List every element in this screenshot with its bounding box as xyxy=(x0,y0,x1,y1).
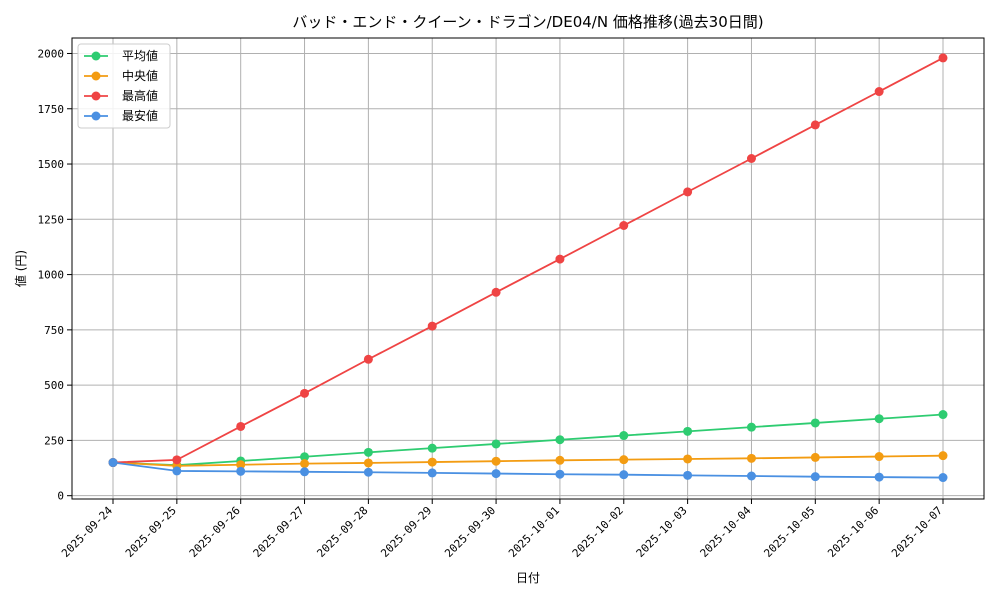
series-line-average xyxy=(112,413,944,467)
plot-area-frame xyxy=(71,37,985,500)
legend-entry-average: 平均値 xyxy=(84,48,158,63)
legend-entry-min: 最安値 xyxy=(84,108,158,123)
legend-marker-min xyxy=(91,111,101,121)
data-point-median xyxy=(491,456,501,466)
data-point-max xyxy=(874,87,884,97)
legend-label-average: 平均値 xyxy=(122,48,158,63)
series-lines xyxy=(108,53,948,483)
data-point-average xyxy=(555,435,565,445)
y-tick-label: 500 xyxy=(44,379,64,392)
data-point-max xyxy=(300,388,310,398)
data-point-average xyxy=(363,447,373,457)
data-point-median xyxy=(427,457,437,467)
data-point-max xyxy=(683,187,693,197)
data-point-max xyxy=(427,321,437,331)
legend-entry-median: 中央値 xyxy=(84,68,158,83)
chart-title: バッド・エンド・クイーン・ドラゴン/DE04/N 価格推移(過去30日間) xyxy=(292,13,763,31)
data-point-median xyxy=(683,454,693,464)
data-point-min xyxy=(108,458,118,468)
data-point-min xyxy=(491,469,501,479)
data-point-max xyxy=(810,120,820,130)
data-point-max xyxy=(746,154,756,164)
legend-marker-average xyxy=(91,51,101,61)
data-point-average xyxy=(810,418,820,428)
x-axis-title: 日付 xyxy=(516,571,540,585)
data-point-median xyxy=(810,452,820,462)
data-point-average xyxy=(427,443,437,453)
legend-frame xyxy=(77,43,171,129)
y-tick-label: 1750 xyxy=(38,103,65,116)
data-point-average xyxy=(746,422,756,432)
data-point-min xyxy=(300,467,310,477)
data-point-average xyxy=(491,439,501,449)
legend-marker-max xyxy=(91,91,101,101)
data-point-min xyxy=(938,473,948,483)
legend-entry-max: 最高値 xyxy=(84,88,158,103)
data-point-min xyxy=(172,466,182,476)
legend-label-median: 中央値 xyxy=(122,68,158,83)
data-point-average xyxy=(683,426,693,436)
y-axis-title: 値 (円) xyxy=(13,250,28,287)
legend-label-max: 最高値 xyxy=(122,88,158,103)
data-point-min xyxy=(427,468,437,478)
data-point-max xyxy=(363,354,373,364)
data-point-min xyxy=(874,472,884,482)
data-point-median xyxy=(746,453,756,463)
data-point-median xyxy=(300,459,310,469)
data-point-min xyxy=(810,472,820,482)
grid-lines xyxy=(72,38,984,499)
data-point-min xyxy=(746,471,756,481)
legend-label-min: 最安値 xyxy=(122,108,158,123)
data-point-max xyxy=(172,455,182,465)
data-point-min xyxy=(683,470,693,480)
legend-marker-median xyxy=(91,71,101,81)
data-point-max xyxy=(619,220,629,230)
data-point-min xyxy=(363,467,373,477)
data-point-median xyxy=(938,451,948,461)
data-point-average xyxy=(874,414,884,424)
y-tick-label: 250 xyxy=(44,434,64,447)
data-point-average xyxy=(619,431,629,441)
data-point-min xyxy=(236,466,246,476)
data-point-average xyxy=(300,452,310,462)
series-line-median xyxy=(112,454,944,467)
data-point-median xyxy=(236,460,246,470)
data-point-median xyxy=(363,458,373,468)
data-point-median xyxy=(874,452,884,462)
y-tick-label: 750 xyxy=(44,324,64,337)
y-tick-label: 0 xyxy=(57,490,64,503)
data-point-max xyxy=(236,421,246,431)
data-point-max xyxy=(938,53,948,63)
data-point-max xyxy=(555,254,565,264)
data-point-median xyxy=(619,455,629,465)
series-line-min xyxy=(112,461,944,479)
data-point-max xyxy=(491,287,501,297)
y-tick-label: 1500 xyxy=(38,158,65,171)
y-tick-label: 1250 xyxy=(38,213,65,226)
data-point-min xyxy=(619,470,629,480)
data-point-average xyxy=(938,410,948,420)
y-tick-label: 1000 xyxy=(38,269,65,282)
legend: 平均値 中央値 最高値 最安値 xyxy=(77,43,171,129)
data-point-median xyxy=(555,455,565,465)
series-line-max xyxy=(112,57,944,464)
data-point-min xyxy=(555,469,565,479)
y-tick-label: 2000 xyxy=(38,47,65,60)
